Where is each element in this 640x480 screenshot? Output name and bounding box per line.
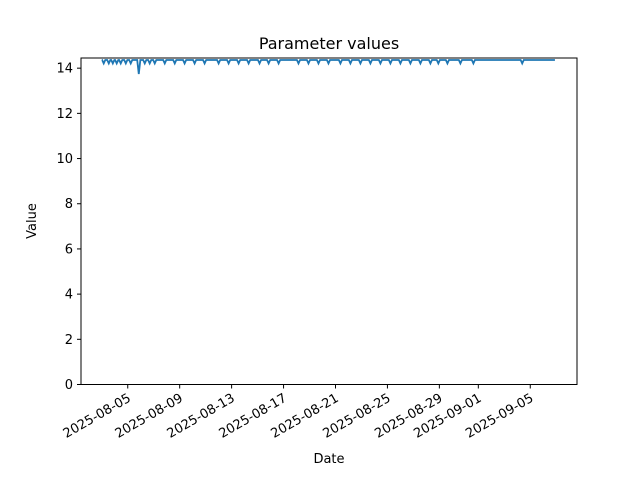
- y-tick-label: 14: [56, 62, 73, 77]
- y-axis-label: Value: [25, 203, 40, 239]
- x-axis-label: Date: [313, 452, 344, 467]
- plot-area: [80, 57, 578, 385]
- data-line-series: [101, 59, 555, 75]
- y-axis-ticks: 0 2 4 6 8 10 12 14: [56, 62, 81, 393]
- y-tick-label: 2: [65, 333, 73, 348]
- y-tick-label: 12: [56, 107, 73, 122]
- chart-title: Parameter values: [259, 34, 399, 53]
- x-axis-ticks: 2025-08-052025-08-092025-08-132025-08-17…: [61, 384, 536, 442]
- y-tick-label: 10: [56, 152, 73, 167]
- y-tick-label: 6: [65, 242, 73, 257]
- y-tick-label: 4: [65, 288, 73, 303]
- y-tick-label: 0: [65, 378, 73, 393]
- y-tick-label: 8: [65, 197, 73, 212]
